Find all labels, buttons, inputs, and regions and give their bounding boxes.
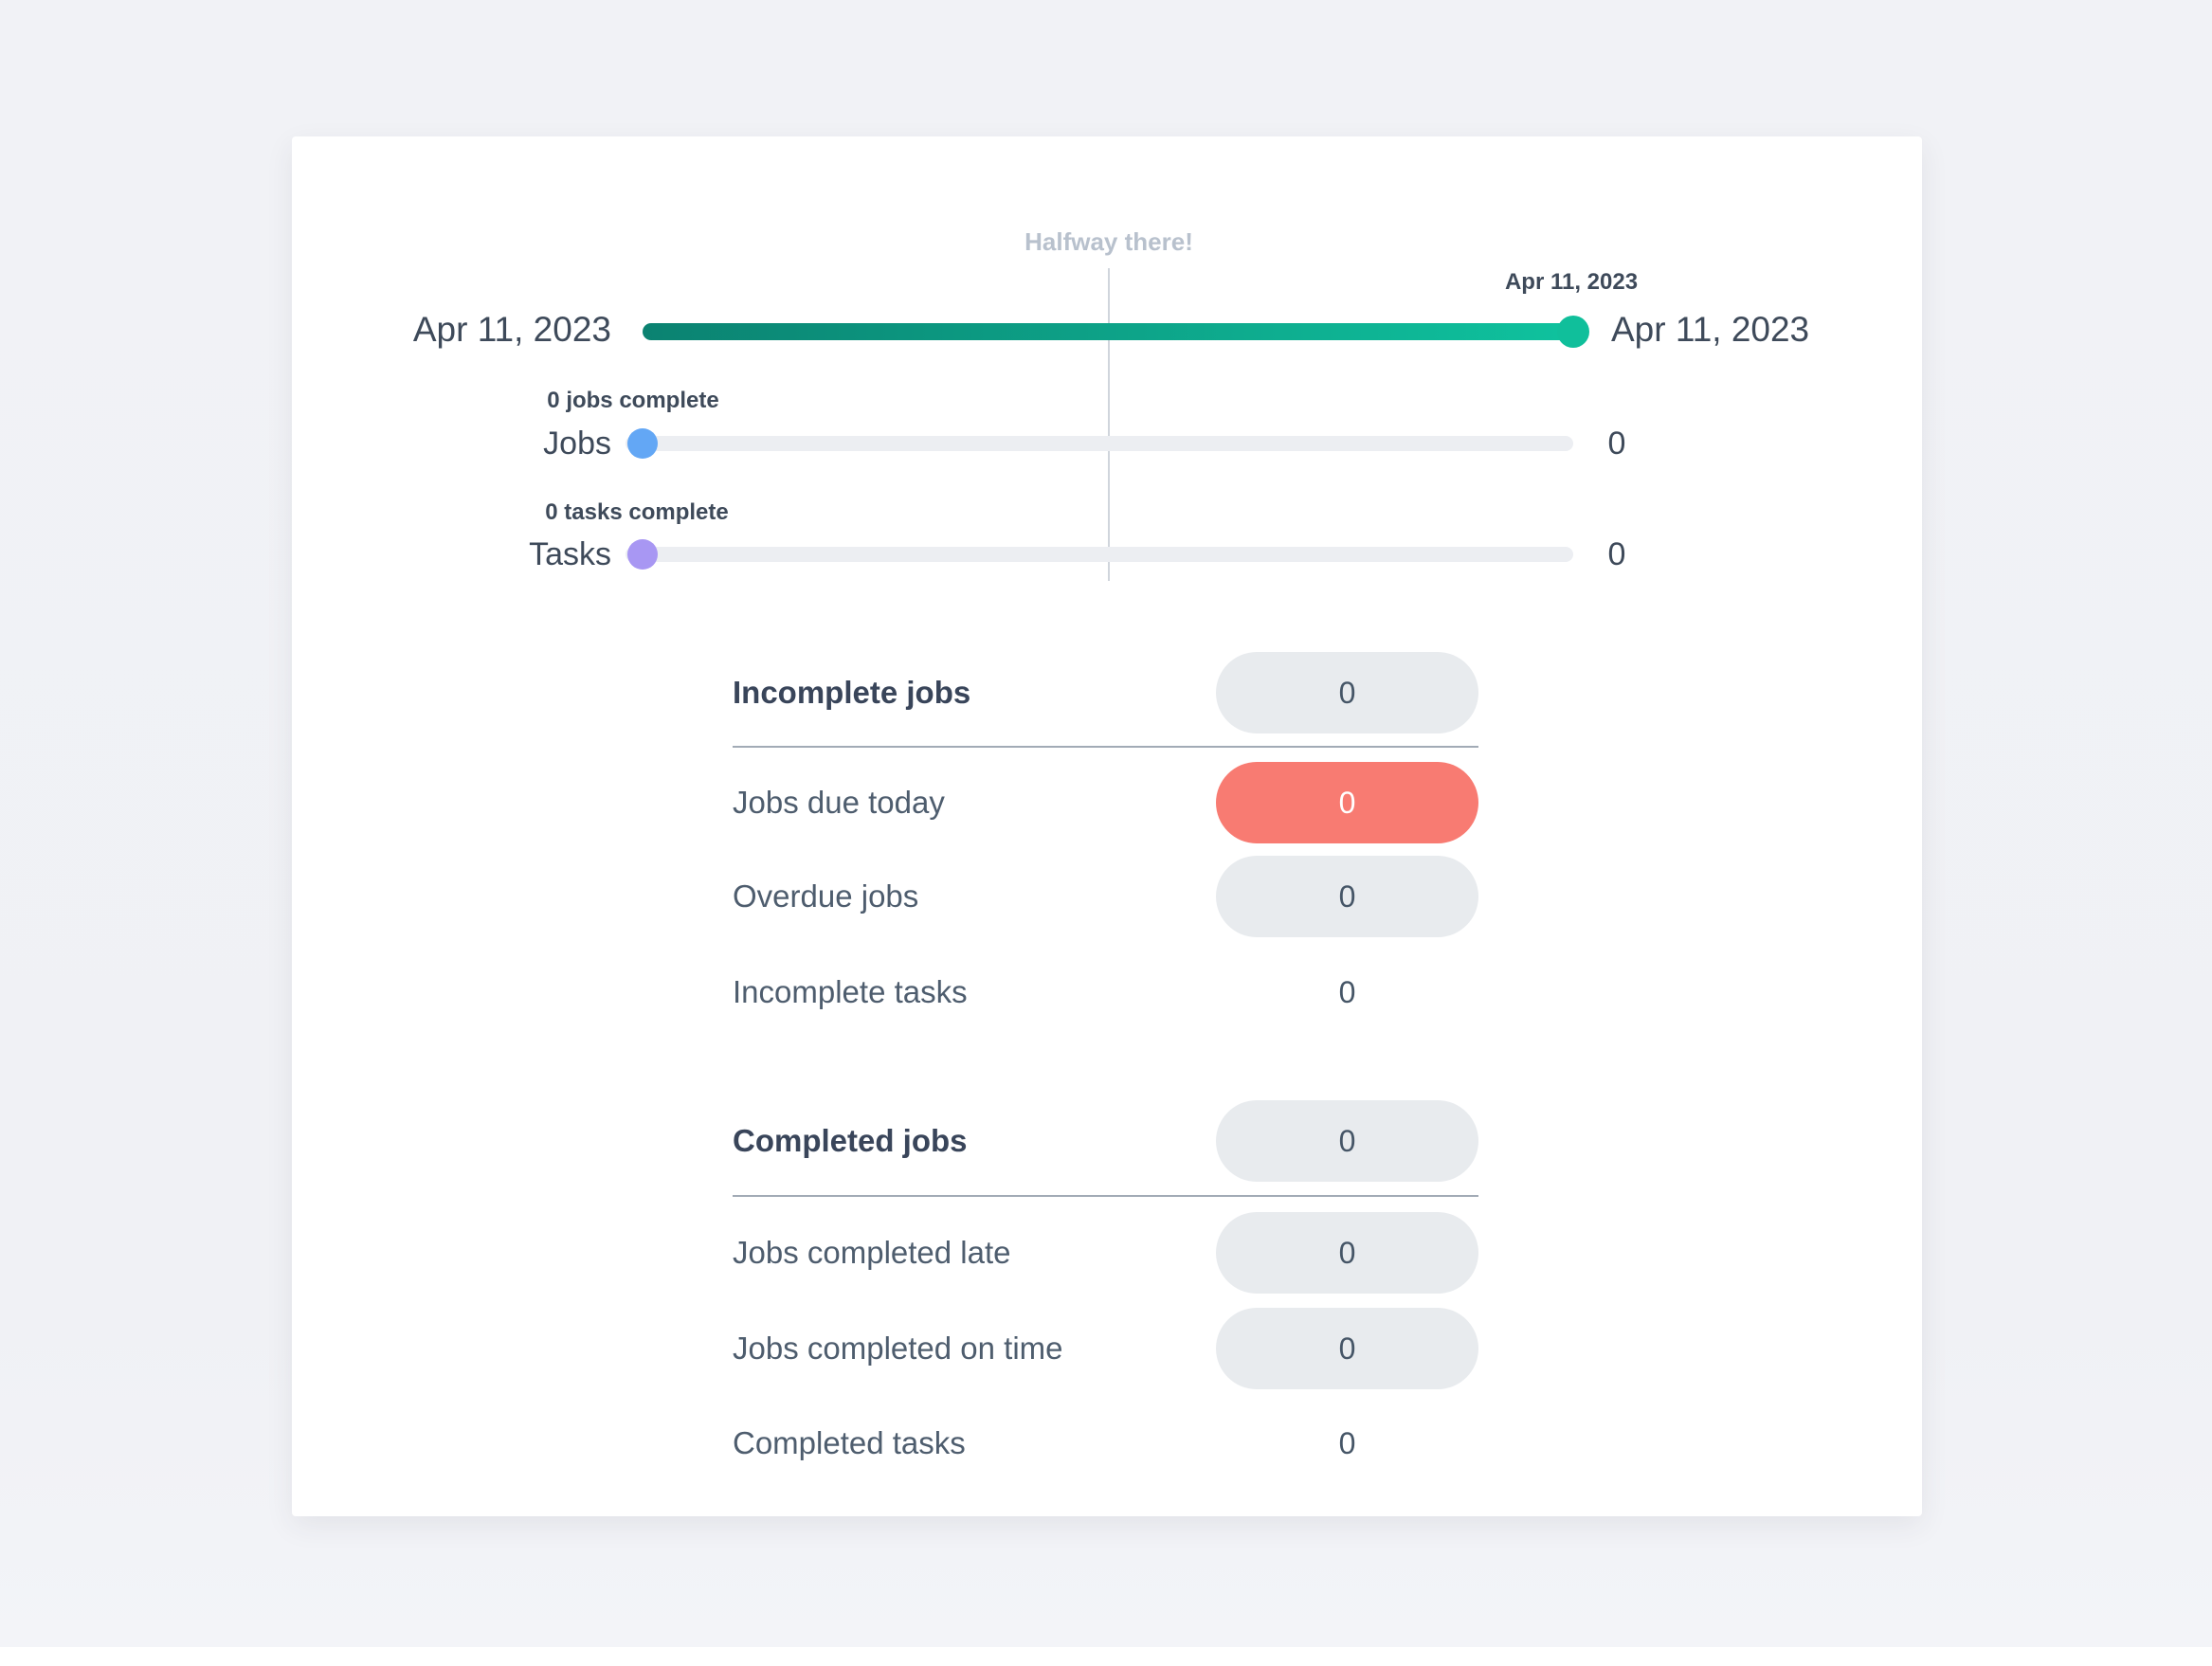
section-divider xyxy=(733,1195,1478,1197)
halfway-marker-line xyxy=(1108,268,1110,581)
jobs-row-label: Jobs xyxy=(543,426,611,462)
timeline-start-date: Apr 11, 2023 xyxy=(412,310,611,349)
stat-badge: 0 xyxy=(1216,856,1478,937)
stat-label: Completed tasks xyxy=(733,1425,966,1460)
jobs-complete-status: 0 jobs complete xyxy=(547,388,719,413)
stat-row-jobs-due-today: Jobs due today 0 xyxy=(733,762,1478,843)
stat-row-overdue-jobs: Overdue jobs 0 xyxy=(733,856,1478,937)
progress-report-card: Halfway there! Apr 11, 2023 Apr 11, 2023… xyxy=(292,136,1922,1516)
stat-label: Completed jobs xyxy=(733,1123,968,1158)
jobs-progress-track xyxy=(626,436,1573,451)
bottom-strip xyxy=(0,1647,2212,1666)
timeline-progress-bar xyxy=(643,323,1573,340)
stat-value: 0 xyxy=(1338,974,1356,1009)
stat-badge: 0 xyxy=(1216,1212,1478,1294)
stat-row-jobs-completed-late: Jobs completed late 0 xyxy=(733,1212,1478,1294)
tasks-progress-dot xyxy=(627,539,658,570)
stat-label: Jobs completed late xyxy=(733,1235,1011,1270)
timeline-end-date: Apr 11, 2023 xyxy=(1611,310,1810,349)
tasks-progress-track xyxy=(626,547,1573,562)
stat-label: Overdue jobs xyxy=(733,878,919,914)
jobs-progress-dot xyxy=(627,428,658,459)
stat-row-incomplete-tasks: Incomplete tasks 0 xyxy=(733,951,1478,1033)
stat-row-incomplete-jobs: Incomplete jobs 0 xyxy=(733,652,1478,733)
stat-row-completed-jobs: Completed jobs 0 xyxy=(733,1100,1478,1182)
stat-badge: 0 xyxy=(1216,1100,1478,1182)
stat-value: 0 xyxy=(1338,1425,1356,1460)
stat-row-completed-tasks: Completed tasks 0 xyxy=(733,1403,1478,1484)
halfway-label: Halfway there! xyxy=(1024,227,1193,256)
stat-badge: 0 xyxy=(1216,652,1478,733)
stat-label: Incomplete jobs xyxy=(733,675,971,710)
section-divider xyxy=(733,746,1478,748)
stat-label: Jobs completed on time xyxy=(733,1331,1063,1366)
stat-badge: 0 xyxy=(1216,1308,1478,1389)
timeline-current-date-marker: Apr 11, 2023 xyxy=(1504,269,1639,295)
stat-label: Jobs due today xyxy=(733,785,945,820)
tasks-total-value: 0 xyxy=(1607,536,1626,572)
stat-label: Incomplete tasks xyxy=(733,974,968,1009)
timeline-progress-dot xyxy=(1557,316,1589,348)
stat-row-jobs-completed-on-time: Jobs completed on time 0 xyxy=(733,1308,1478,1389)
jobs-total-value: 0 xyxy=(1607,426,1626,462)
stat-badge-alert: 0 xyxy=(1216,762,1478,843)
tasks-row-label: Tasks xyxy=(529,536,611,572)
tasks-complete-status: 0 tasks complete xyxy=(545,499,729,525)
